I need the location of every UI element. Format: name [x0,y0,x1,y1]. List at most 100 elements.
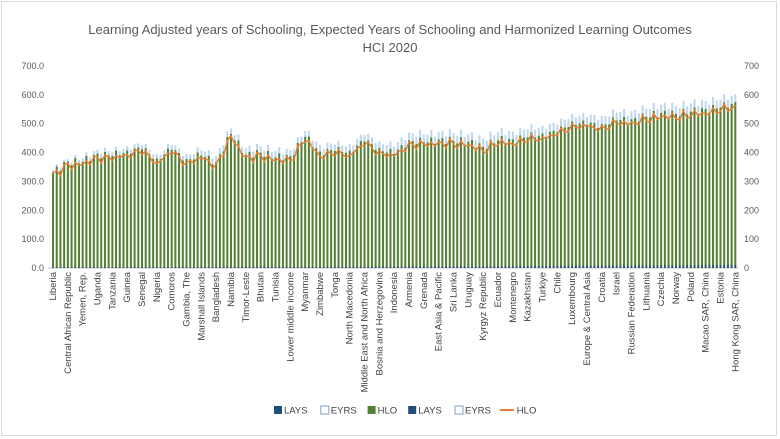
lays-bar [630,265,633,268]
eyrs-bar [393,146,396,155]
eyrs-bar [682,100,685,109]
hlo-bar [667,117,670,268]
hlo-bar [645,116,648,268]
hlo-bar [163,154,166,268]
hlo-bar [719,107,722,268]
hlo-bar [229,133,233,268]
hlo-bar [597,127,600,268]
hlo-bar [222,151,225,268]
lays-bar [493,266,496,268]
eyrs-bar [589,114,592,123]
lays-bar [226,266,229,268]
lays-bar [326,266,329,268]
lays-bar [63,267,65,268]
category-label: Gambia, The [182,272,193,327]
eyrs-bar [645,108,648,117]
lays-bar [497,266,499,268]
category-label: Chile [552,272,563,294]
hlo-bar [656,117,659,268]
hlo-bar [560,126,563,268]
hlo-bar [337,147,340,268]
hlo-bar [652,110,655,269]
lays-bar [237,266,240,268]
category-label: Tanzania [107,271,118,310]
hlo-bar [467,141,470,268]
eyrs-bar [55,164,58,167]
category-label: Lower middle income [285,272,296,362]
hlo-bar [723,102,726,268]
lays-bar [612,265,614,268]
lays-bar [437,266,440,268]
lays-bar [486,266,488,268]
lays-bar [92,267,95,268]
eyrs-bar [445,136,448,144]
lays-bar [515,266,518,268]
eyrs-bar [274,150,277,158]
hlo-bar [215,161,218,268]
eyrs-bar [229,128,233,134]
hlo-bar [456,143,459,268]
hlo-bar [485,148,488,268]
eyrs-bar [426,134,429,143]
lays-bar [130,267,132,268]
eyrs-bar [634,109,637,118]
hlo-bar [148,154,151,268]
category-label: North Macedonia [345,271,356,344]
lays-bar [382,266,384,268]
hlo-bar [374,149,377,268]
lays-bar [196,267,199,268]
lays-bar [293,266,295,268]
lays-bar [601,265,603,268]
hlo-bar [448,136,451,268]
lays-bar [571,265,573,268]
eyrs-bar [218,148,221,155]
lays-bar [289,266,292,268]
eyrs-bar [159,154,162,159]
category-label: Kyrgyz Republic [478,272,489,341]
eyrs-bar [389,141,392,149]
lays-bar [100,267,103,268]
hlo-bar [530,132,533,268]
eyrs-bar [315,141,318,148]
y-tick-right: 400 [744,148,759,158]
hlo-bar [508,138,511,268]
category-label: Central African Republic [63,272,74,374]
lays-bar [300,266,303,268]
eyrs-bar [671,102,674,111]
eyrs-bar [278,147,281,154]
lays-bar [74,267,77,268]
eyrs-bar [719,99,722,108]
lays-bar [456,266,459,268]
eyrs-bar [359,134,362,141]
eyrs-bar [508,131,511,139]
eyrs-bar [400,137,403,145]
lays-bar [211,266,214,268]
hlo-bar [96,153,99,268]
lays-bar [708,265,711,268]
lays-bar [404,266,407,268]
hlo-bar [482,146,485,268]
hlo-bar [419,137,422,268]
y-tick-left: 600.0 [21,90,44,100]
lays-bar [122,267,125,268]
lays-bar [523,266,525,268]
lays-bar [463,266,466,268]
eyrs-bar [667,109,670,118]
eyrs-bar [585,116,589,125]
eyrs-bar [96,149,99,154]
hlo-bar [459,137,462,268]
hlo-bar [129,153,132,268]
lays-bar [589,265,592,268]
lays-bar [248,266,251,268]
lays-bar [434,266,436,268]
eyrs-bar [556,124,559,133]
lays-bar [174,267,177,268]
eyrs-bar [686,106,689,115]
lays-bar [148,267,151,268]
eyrs-bar [459,129,462,138]
lays-bar [104,267,106,268]
legend-label-hlo: HLO [517,406,537,417]
eyrs-bar [304,131,307,137]
eyrs-bar [463,136,466,145]
